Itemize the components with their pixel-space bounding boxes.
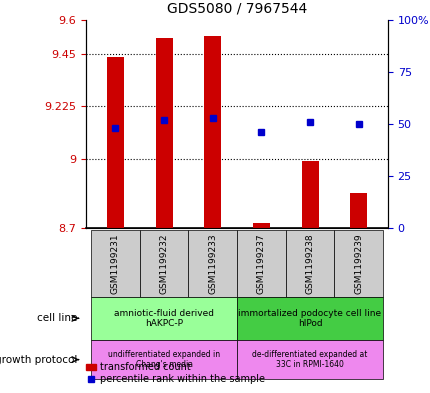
Text: GSM1199233: GSM1199233	[208, 233, 217, 294]
Text: GSM1199231: GSM1199231	[111, 233, 120, 294]
Text: GSM1199237: GSM1199237	[256, 233, 265, 294]
Text: GSM1199239: GSM1199239	[353, 233, 362, 294]
Text: amniotic-fluid derived
hAKPC-P: amniotic-fluid derived hAKPC-P	[114, 309, 214, 328]
Title: GDS5080 / 7967544: GDS5080 / 7967544	[166, 2, 307, 16]
Text: GSM1199232: GSM1199232	[159, 233, 168, 294]
Text: immortalized podocyte cell line
hIPod: immortalized podocyte cell line hIPod	[238, 309, 381, 328]
Legend: transformed count, percentile rank within the sample: transformed count, percentile rank withi…	[82, 358, 268, 388]
Bar	[252, 223, 269, 228]
Bar	[350, 193, 366, 228]
Text: cell line: cell line	[37, 313, 77, 323]
Bar	[204, 36, 221, 228]
Text: growth protocol: growth protocol	[0, 354, 77, 365]
Text: de-differentiated expanded at
33C in RPMI-1640: de-differentiated expanded at 33C in RPM…	[252, 350, 367, 369]
Bar	[155, 38, 172, 228]
Text: GSM1199238: GSM1199238	[305, 233, 314, 294]
Bar	[107, 57, 124, 228]
Bar	[301, 161, 318, 228]
Text: undifferentiated expanded in
Chang's media: undifferentiated expanded in Chang's med…	[108, 350, 220, 369]
